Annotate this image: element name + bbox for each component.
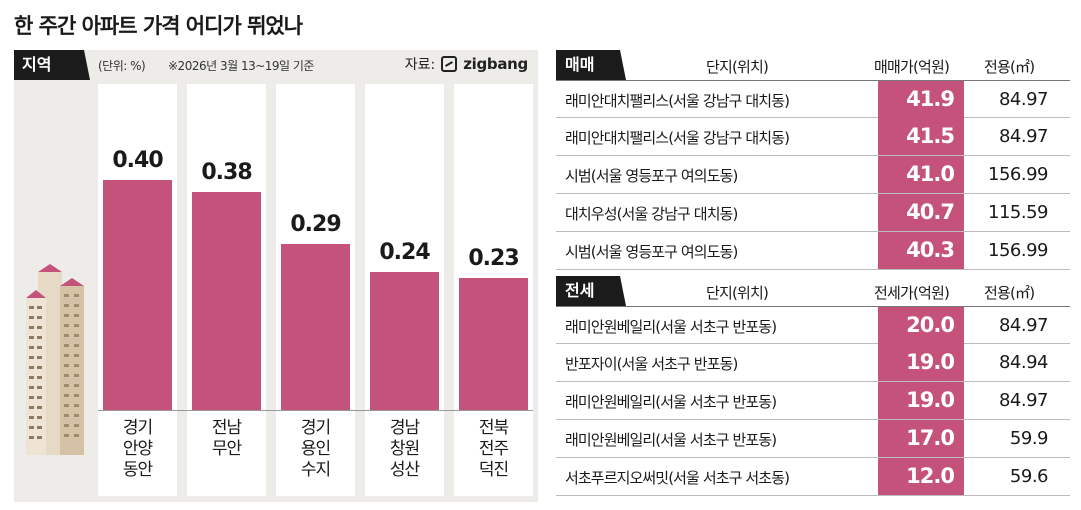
source-label: 자료: bbox=[404, 57, 436, 73]
sale-price: 41.9 bbox=[878, 81, 964, 118]
page-title: 한 주간 아파트 가격 어디가 뛰었나 bbox=[14, 14, 303, 38]
bar bbox=[192, 191, 261, 410]
jeonse-col-price: 전세가(억원) bbox=[874, 284, 950, 302]
category-label-line: 동안 bbox=[122, 460, 153, 480]
sale-table-row: 래미안대치팰리스(서울 강남구 대치동) 41.9 84.97 bbox=[556, 80, 1070, 118]
category-label-line: 경남 bbox=[389, 418, 420, 438]
apartment-building-icon bbox=[26, 264, 84, 455]
jeonse-col-area: 전용(㎡) bbox=[984, 284, 1035, 302]
region-tag: 지역 bbox=[14, 50, 90, 80]
category-label-line: 전주 bbox=[478, 439, 509, 459]
category-label: 경남 창원 성산 bbox=[365, 418, 444, 481]
bar-value-label: 0.23 bbox=[468, 246, 519, 272]
sale-complex-name: 대치우성(서울 강남구 대치동) bbox=[565, 205, 738, 223]
sale-col-area: 전용(㎡) bbox=[984, 58, 1035, 76]
zigbang-logo-icon bbox=[441, 56, 458, 72]
jeonse-area: 84.97 bbox=[998, 390, 1049, 411]
sale-table-row: 래미안대치팰리스(서울 강남구 대치동) 41.5 84.97 bbox=[556, 118, 1070, 156]
unit-label: (단위: %) bbox=[98, 59, 146, 73]
sale-price: 41.5 bbox=[878, 118, 964, 155]
sale-col-name: 단지(위치) bbox=[706, 58, 769, 76]
jeonse-rows: 래미안원베일리(서울 서초구 반포동) 20.0 84.97 반포자이(서울 서초구 … bbox=[556, 306, 1070, 496]
sale-rows: 래미안대치팰리스(서울 강남구 대치동) 41.9 84.97 래미안대치팰리스(서울… bbox=[556, 80, 1070, 270]
category-label-line: 창원 bbox=[389, 439, 420, 459]
jeonse-table-row: 래미안원베일리(서울 서초구 반포동) 17.0 59.9 bbox=[556, 420, 1070, 458]
x-axis-line bbox=[98, 410, 533, 411]
category-label-line: 덕진 bbox=[478, 460, 509, 480]
sale-tag: 매매 bbox=[556, 50, 626, 80]
jeonse-table-row: 서초푸르지오써밋(서울 서초구 서초동) 12.0 59.6 bbox=[556, 458, 1070, 496]
bar-value-label: 0.24 bbox=[379, 240, 430, 266]
category-label-line: 경기 bbox=[122, 418, 153, 438]
sale-price: 40.3 bbox=[878, 232, 964, 269]
sale-area: 84.97 bbox=[998, 126, 1049, 147]
jeonse-table-row: 래미안원베일리(서울 서초구 반포동) 19.0 84.97 bbox=[556, 382, 1070, 420]
source-credit: 자료: zigbang bbox=[404, 54, 529, 74]
sale-complex-name: 시범(서울 영등포구 여의도동) bbox=[565, 243, 738, 261]
jeonse-table-row: 반포자이(서울 서초구 반포동) 19.0 84.94 bbox=[556, 344, 1070, 382]
category-label: 경기 용인 수지 bbox=[276, 418, 355, 481]
category-label-line: 수지 bbox=[300, 460, 331, 480]
category-label-line: 용인 bbox=[300, 439, 331, 459]
jeonse-area: 59.9 bbox=[1009, 428, 1049, 449]
jeonse-complex-name: 래미안원베일리(서울 서초구 반포동) bbox=[565, 431, 777, 449]
jeonse-complex-name: 래미안원베일리(서울 서초구 반포동) bbox=[565, 318, 777, 336]
jeonse-price: 20.0 bbox=[878, 307, 964, 344]
category-label-line: 안양 bbox=[122, 439, 153, 459]
jeonse-price: 17.0 bbox=[878, 420, 964, 457]
sale-table-row: 시범(서울 영등포구 여의도동) 41.0 156.99 bbox=[556, 156, 1070, 194]
sale-area: 84.97 bbox=[998, 89, 1049, 110]
jeonse-complex-name: 래미안원베일리(서울 서초구 반포동) bbox=[565, 393, 777, 411]
category-label: 전남 무안 bbox=[187, 418, 266, 460]
jeonse-complex-name: 반포자이(서울 서초구 반포동) bbox=[565, 355, 738, 373]
jeonse-tag: 전세 bbox=[556, 276, 626, 306]
jeonse-price: 12.0 bbox=[878, 458, 964, 495]
jeonse-table-header: 전세 단지(위치) 전세가(억원) 전용(㎡) bbox=[556, 276, 1070, 306]
category-label-line: 경기 bbox=[300, 418, 331, 438]
jeonse-col-name: 단지(위치) bbox=[706, 284, 769, 302]
source-brand: zigbang bbox=[463, 55, 528, 73]
jeonse-table-row: 래미안원베일리(서울 서초구 반포동) 20.0 84.97 bbox=[556, 306, 1070, 344]
sale-price: 41.0 bbox=[878, 156, 964, 193]
sale-complex-name: 래미안대치팰리스(서울 강남구 대치동) bbox=[565, 92, 790, 110]
sale-area: 156.99 bbox=[988, 164, 1048, 185]
region-chart-panel: 0.40 경기 안양 동안 0.38 전남 무안 0.29 경기 용인 수지 0.24 경남 창원 성산 0.… bbox=[14, 50, 538, 502]
jeonse-price: 19.0 bbox=[878, 344, 964, 381]
sale-area: 156.99 bbox=[988, 240, 1048, 261]
sale-table-row: 시범(서울 영등포구 여의도동) 40.3 156.99 bbox=[556, 232, 1070, 270]
sale-complex-name: 래미안대치팰리스(서울 강남구 대치동) bbox=[565, 129, 790, 147]
bar-value-label: 0.40 bbox=[112, 148, 163, 174]
bar-value-label: 0.38 bbox=[201, 159, 252, 185]
category-label-line: 성산 bbox=[389, 460, 420, 480]
sale-col-price: 매매가(억원) bbox=[874, 58, 950, 76]
category-label-line: 무안 bbox=[211, 439, 242, 459]
bar bbox=[370, 272, 439, 410]
sale-table-row: 대치우성(서울 강남구 대치동) 40.7 115.59 bbox=[556, 194, 1070, 232]
sale-area: 115.59 bbox=[988, 202, 1048, 223]
category-label-line: 전남 bbox=[211, 418, 242, 438]
bar bbox=[459, 278, 528, 410]
jeonse-price: 19.0 bbox=[878, 382, 964, 419]
sale-complex-name: 시범(서울 영등포구 여의도동) bbox=[565, 167, 738, 185]
sale-price: 40.7 bbox=[878, 194, 964, 231]
category-label: 경기 안양 동안 bbox=[98, 418, 177, 481]
jeonse-area: 84.94 bbox=[998, 352, 1049, 373]
bar-chart: 0.40 경기 안양 동안 0.38 전남 무안 0.29 경기 용인 수지 0.24 경남 창원 성산 0.… bbox=[14, 50, 538, 502]
sale-table-header: 매매 단지(위치) 매매가(억원) 전용(㎡) bbox=[556, 50, 1070, 80]
jeonse-area: 59.6 bbox=[1009, 466, 1049, 487]
date-note: ※2026년 3월 13~19일 기준 bbox=[168, 59, 314, 73]
category-label-line: 전북 bbox=[478, 418, 509, 438]
bar-value-label: 0.29 bbox=[290, 211, 341, 237]
bar bbox=[103, 180, 172, 410]
bar bbox=[281, 243, 350, 410]
category-label: 전북 전주 덕진 bbox=[454, 418, 533, 481]
jeonse-area: 84.97 bbox=[998, 315, 1049, 336]
jeonse-complex-name: 서초푸르지오써밋(서울 서초구 서초동) bbox=[565, 469, 790, 487]
